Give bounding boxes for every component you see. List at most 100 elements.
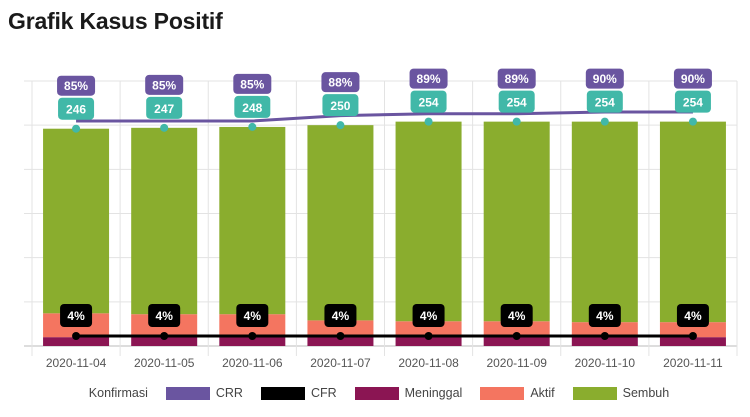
bar-sembuh-2020-11-10[interactable] — [571, 121, 638, 323]
cfr-label-box — [500, 304, 533, 327]
cfr-label-box — [60, 304, 93, 327]
legend-label: Sembuh — [622, 386, 670, 400]
konfirmasi-label-box — [674, 90, 711, 113]
konfirmasi-label-box — [586, 90, 623, 113]
crr-label-box — [233, 73, 272, 94]
konfirmasi-label: 254 — [595, 96, 615, 110]
cfr-label-box — [148, 304, 181, 327]
konfirmasi-label-box — [58, 97, 95, 120]
cfr-point — [72, 332, 81, 340]
bar-aktif-2020-11-09[interactable] — [483, 321, 550, 338]
legend-label: Aktif — [530, 386, 555, 400]
cfr-point — [248, 332, 257, 340]
crr-label: 85% — [64, 79, 88, 93]
bar-meninggal-2020-11-10[interactable] — [571, 337, 638, 346]
crr-label: 90% — [593, 72, 617, 86]
bar-meninggal-2020-11-08[interactable] — [395, 337, 462, 346]
legend-swatch — [165, 386, 210, 400]
bar-aktif-2020-11-10[interactable] — [571, 322, 638, 338]
cfr-label: 4% — [596, 309, 614, 323]
crr-label-box — [57, 75, 96, 96]
legend: Konfirmasi CRR CFR Meninggal Aktif Sembuh — [0, 386, 750, 400]
crr-label: 85% — [240, 77, 264, 91]
bar-meninggal-2020-11-09[interactable] — [483, 337, 550, 346]
crr-label-box — [321, 72, 360, 93]
cfr-label: 4% — [67, 309, 85, 323]
bar-meninggal-2020-11-11[interactable] — [659, 337, 726, 346]
cfr-label-box — [588, 304, 621, 327]
cfr-label: 4% — [156, 309, 174, 323]
legend-label: CFR — [310, 386, 337, 400]
bar-sembuh-2020-11-07[interactable] — [307, 125, 374, 321]
konfirmasi-label: 246 — [66, 103, 86, 117]
bar-meninggal-2020-11-06[interactable] — [219, 337, 286, 346]
page-title: Grafik Kasus Positif — [8, 8, 223, 34]
crr-label: 88% — [328, 76, 352, 90]
bar-sembuh-2020-11-08[interactable] — [395, 121, 462, 322]
bar-sembuh-2020-11-06[interactable] — [219, 126, 286, 315]
crr-label: 85% — [152, 78, 176, 92]
bar-sembuh-2020-11-09[interactable] — [483, 121, 550, 322]
crr-label-box — [673, 68, 712, 89]
x-tick-label: 2020-11-08 — [398, 356, 459, 370]
crr-label-box — [585, 68, 624, 89]
bar-aktif-2020-11-11[interactable] — [659, 322, 726, 338]
konfirmasi-label: 254 — [683, 96, 703, 110]
cfr-label-box — [412, 304, 445, 327]
konfirmasi-point — [424, 117, 433, 126]
bar-sembuh-2020-11-05[interactable] — [131, 127, 198, 315]
legend-item-crr[interactable]: CRR — [156, 386, 243, 400]
legend-swatch — [260, 386, 305, 400]
cfr-label: 4% — [508, 309, 526, 323]
x-tick-label: 2020-11-05 — [134, 356, 195, 370]
cfr-point — [600, 332, 609, 340]
cfr-label: 4% — [332, 309, 350, 323]
bar-sembuh-2020-11-11[interactable] — [659, 121, 726, 323]
crr-label: 89% — [505, 72, 529, 86]
crr-label-box — [409, 68, 448, 89]
cfr-label-box — [236, 304, 269, 327]
bar-aktif-2020-11-07[interactable] — [307, 320, 374, 338]
cfr-point — [424, 332, 433, 340]
konfirmasi-label-box — [234, 95, 271, 118]
konfirmasi-label: 250 — [330, 99, 350, 113]
konfirmasi-point — [72, 124, 81, 133]
legend-swatch — [354, 386, 399, 400]
bar-sembuh-2020-11-04[interactable] — [43, 128, 110, 314]
legend-item-sembuh[interactable]: Sembuh — [563, 386, 670, 400]
crr-label-box — [145, 74, 184, 95]
bar-aktif-2020-11-08[interactable] — [395, 321, 462, 338]
legend-label: Meninggal — [404, 386, 463, 400]
legend-item-meninggal[interactable]: Meninggal — [345, 386, 463, 400]
bar-meninggal-2020-11-07[interactable] — [307, 337, 374, 346]
konfirmasi-point — [688, 117, 697, 126]
legend-item-konfirmasi[interactable]: Konfirmasi — [89, 386, 148, 400]
legend-item-cfr[interactable]: CFR — [251, 386, 337, 400]
konfirmasi-label: 248 — [242, 101, 262, 115]
legend-label: CRR — [215, 386, 243, 400]
x-tick-label: 2020-11-06 — [222, 356, 283, 370]
crr-label-box — [497, 68, 536, 89]
x-axis-ticks: 2020-11-04 2020-11-05 2020-11-06 2020-11-07… — [46, 356, 723, 370]
konfirmasi-label: 254 — [419, 96, 439, 110]
x-tick-label: 2020-11-07 — [310, 356, 371, 370]
x-tick-label: 2020-11-11 — [663, 356, 723, 370]
x-tick-label: 2020-11-10 — [575, 356, 636, 370]
cfr-point — [512, 332, 521, 340]
konfirmasi-point — [600, 117, 609, 126]
konfirmasi-label-box — [410, 90, 447, 113]
legend-item-aktif[interactable]: Aktif — [470, 386, 555, 400]
bar-meninggal-2020-11-05[interactable] — [131, 337, 198, 346]
konfirmasi-point — [512, 117, 521, 126]
legend-label: Konfirmasi — [88, 386, 148, 400]
cfr-label-box — [676, 304, 709, 327]
bar-meninggal-2020-11-04[interactable] — [43, 337, 110, 346]
crr-label: 89% — [417, 72, 441, 86]
cfr-label-box — [324, 304, 357, 327]
cfr-point — [336, 332, 345, 340]
cfr-point — [688, 332, 697, 340]
konfirmasi-label: 247 — [154, 102, 174, 116]
konfirmasi-point — [248, 122, 257, 131]
cfr-point — [160, 332, 169, 340]
cfr-label: 4% — [684, 309, 702, 323]
